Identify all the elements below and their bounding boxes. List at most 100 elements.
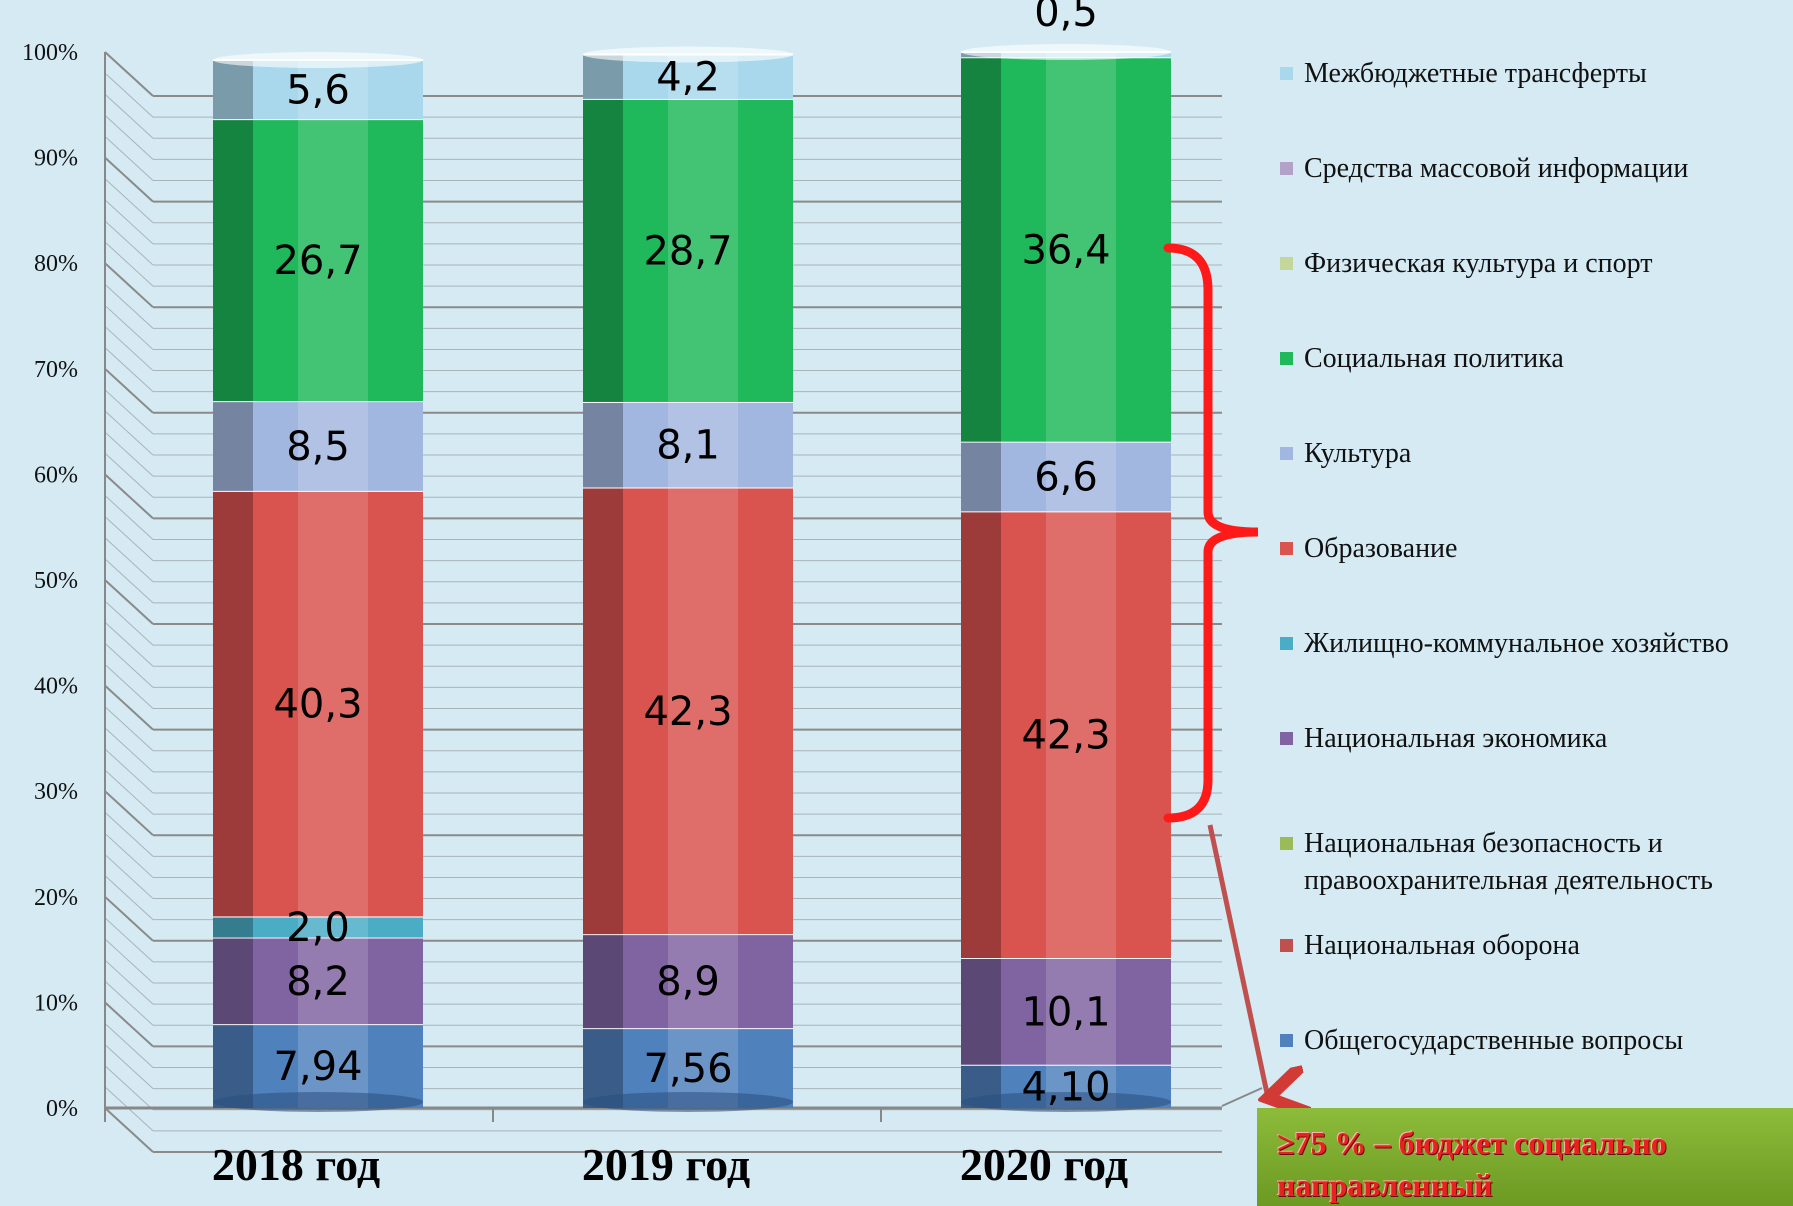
bar-highlight	[298, 401, 368, 491]
legend-label: Межбюджетные трансферты	[1304, 58, 1647, 89]
bar-highlight	[298, 119, 368, 402]
bar-segment	[213, 60, 423, 120]
grid-diagonal	[104, 706, 154, 752]
x-axis: 2018 год 2019 год 2020 год	[212, 1139, 1128, 1190]
legend-label: Национальная оборона	[1304, 930, 1580, 961]
grid-diagonal	[104, 431, 154, 477]
bar-highlight	[298, 937, 368, 1025]
bar-highlight	[1046, 958, 1116, 1065]
legend-label: Национальная безопасность и правоохранит…	[1304, 828, 1713, 896]
data-label: 8,5	[286, 424, 350, 470]
x-tick-label: 2019 год	[582, 1139, 750, 1190]
bar-segment	[583, 487, 793, 935]
bar-segment	[961, 958, 1171, 1065]
legend-swatch	[1280, 732, 1293, 745]
legend-label: Общегосударственные вопросы	[1304, 1025, 1684, 1056]
grid-diagonal	[104, 980, 154, 1026]
grid-diagonal	[104, 684, 154, 731]
data-label: 6,6	[1034, 455, 1098, 501]
grid-diagonal	[104, 305, 154, 350]
bar-highlight	[1046, 441, 1116, 512]
legend-label: Национальная экономика	[1304, 723, 1608, 754]
grid-diagonal	[104, 347, 154, 393]
legend-label: Физическая культура и спорт	[1304, 248, 1653, 279]
grid-diagonal	[104, 917, 154, 963]
data-label: 2,0	[286, 905, 350, 951]
data-label: 42,3	[1021, 713, 1110, 759]
bars	[213, 44, 1171, 1112]
grid-diagonal	[104, 854, 154, 899]
bar-segment	[961, 511, 1171, 959]
y-tick-label: 10%	[34, 990, 78, 1016]
bar-cap	[583, 46, 793, 63]
bar-shade	[213, 937, 253, 1025]
legend-swatch	[1280, 939, 1293, 952]
data-label: 8,9	[656, 959, 720, 1005]
data-label: 4,2	[656, 55, 720, 101]
data-label: 26,7	[273, 238, 362, 284]
data-label: 8,1	[656, 423, 720, 469]
y-axis: 0% 10% 20% 30% 40% 50% 60% 70% 80% 90% 100%	[22, 40, 78, 1122]
y-tick-label: 0%	[46, 1096, 78, 1122]
grid-diagonal	[104, 410, 154, 456]
bar-shade	[961, 511, 1001, 959]
grid-diagonal	[104, 1001, 154, 1048]
grid-diagonal	[104, 283, 154, 329]
bar-segment	[213, 937, 423, 1025]
legend-swatch	[1280, 1034, 1293, 1047]
bar-highlight	[298, 490, 368, 917]
legend-swatch	[1280, 352, 1293, 365]
bar-segment	[961, 441, 1171, 512]
grid-diagonal	[104, 114, 154, 160]
grid-diagonal	[104, 1044, 154, 1090]
data-label: 28,7	[643, 228, 732, 274]
data-labels: 7,94 8,2 2,0 40,3 8,5 26,7 5,6 7,56 8,9 42,3 8,1 28…	[273, 0, 1110, 1110]
note-text: ≥75 % – бюджет социально направленный	[1277, 1125, 1667, 1203]
grid-diagonal	[104, 600, 154, 646]
bar-shade	[583, 934, 623, 1029]
legend-swatch	[1280, 257, 1293, 270]
data-label: 42,3	[643, 689, 732, 735]
grid-diagonal	[104, 727, 154, 773]
legend-swatch	[1280, 447, 1293, 460]
grid-diagonal	[104, 495, 154, 540]
bar-shade	[583, 487, 623, 935]
bar-base	[961, 1092, 1171, 1112]
bar-highlight	[668, 98, 738, 402]
grid-diagonal	[104, 664, 154, 709]
bar-segment	[583, 934, 793, 1029]
grid-diagonal	[104, 241, 154, 287]
data-label: 7,56	[643, 1046, 732, 1092]
y-tick-label: 50%	[34, 568, 78, 594]
bar-shade	[961, 958, 1001, 1065]
legend-label: Жилищно-коммунальное хозяйство	[1304, 628, 1729, 659]
legend-label: Социальная политика	[1304, 343, 1564, 374]
bar-shade	[213, 1024, 253, 1108]
y-tick-label: 30%	[34, 779, 78, 805]
grid-diagonal	[104, 769, 154, 815]
data-label: 0,5	[1034, 0, 1098, 36]
grid-diagonal	[104, 389, 154, 435]
bar-shade	[213, 401, 253, 491]
grid-diagonal	[104, 220, 154, 266]
bar-segment	[583, 401, 793, 488]
y-tick-label: 60%	[34, 462, 78, 488]
grid-diagonal	[104, 156, 154, 203]
grid-diagonal	[104, 136, 154, 181]
grid-diagonal	[104, 790, 154, 836]
y-tick-label: 90%	[34, 146, 78, 172]
grid-diagonal	[104, 579, 154, 625]
y-tick-label: 40%	[34, 674, 78, 700]
bar-segment	[583, 98, 793, 402]
grid-diagonal	[104, 199, 154, 245]
bar-cap	[213, 52, 423, 69]
grid-diagonal	[104, 833, 154, 878]
grid-diagonal	[104, 1023, 154, 1068]
grid-diagonal	[104, 537, 154, 583]
data-label: 8,2	[286, 959, 350, 1005]
data-label: 7,94	[273, 1044, 362, 1090]
bar-shade	[961, 441, 1001, 512]
legend-swatch	[1280, 162, 1293, 175]
bar-shade	[213, 916, 253, 938]
